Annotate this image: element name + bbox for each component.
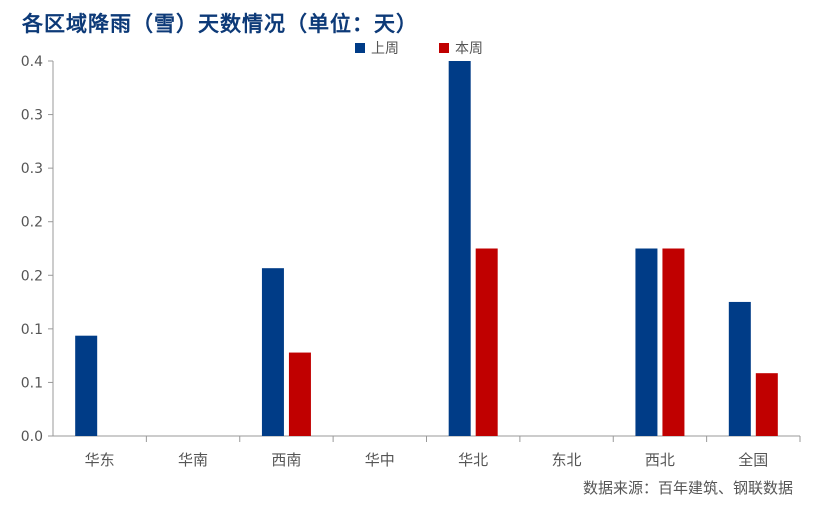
legend-item-this-week: 本周 bbox=[439, 38, 483, 58]
bar-last-week bbox=[448, 61, 471, 436]
legend-item-last-week: 上周 bbox=[355, 38, 399, 58]
bar-this-week bbox=[475, 248, 498, 436]
bar-last-week bbox=[261, 268, 284, 436]
bar-last-week bbox=[635, 248, 658, 436]
chart-title: 各区域降雨（雪）天数情况（单位：天） bbox=[22, 11, 418, 36]
x-tick-label: 华南 bbox=[178, 451, 208, 469]
y-tick-label: 0.3 bbox=[21, 161, 43, 177]
bar-last-week bbox=[75, 335, 98, 436]
bar-this-week bbox=[755, 373, 778, 436]
bar-last-week bbox=[728, 301, 751, 436]
bar-this-week bbox=[288, 352, 311, 436]
bar-this-week bbox=[662, 248, 685, 436]
y-tick-label: 0.3 bbox=[21, 108, 43, 124]
legend-label-last-week: 上周 bbox=[371, 41, 399, 57]
x-tick-label: 华中 bbox=[365, 451, 395, 469]
x-tick-label: 西北 bbox=[645, 451, 675, 469]
x-tick-label: 西南 bbox=[271, 451, 301, 469]
y-tick-label: 0.1 bbox=[21, 322, 43, 338]
x-tick-label: 华东 bbox=[85, 451, 115, 469]
y-tick-label: 0.0 bbox=[21, 429, 43, 445]
legend-label-this-week: 本周 bbox=[455, 41, 483, 57]
legend-swatch-last-week bbox=[355, 43, 365, 53]
y-tick-label: 0.2 bbox=[21, 268, 43, 284]
legend-swatch-this-week bbox=[439, 43, 449, 53]
y-tick-label: 0.4 bbox=[21, 54, 43, 70]
y-tick-label: 0.1 bbox=[21, 375, 43, 391]
y-tick-label: 0.2 bbox=[21, 215, 43, 231]
x-tick-label: 东北 bbox=[552, 451, 582, 469]
data-source: 数据来源：百年建筑、钢联数据 bbox=[582, 479, 793, 497]
legend: 上周 本周 bbox=[355, 38, 483, 58]
x-tick-label: 华北 bbox=[458, 451, 488, 469]
x-tick-label: 全国 bbox=[738, 451, 768, 469]
